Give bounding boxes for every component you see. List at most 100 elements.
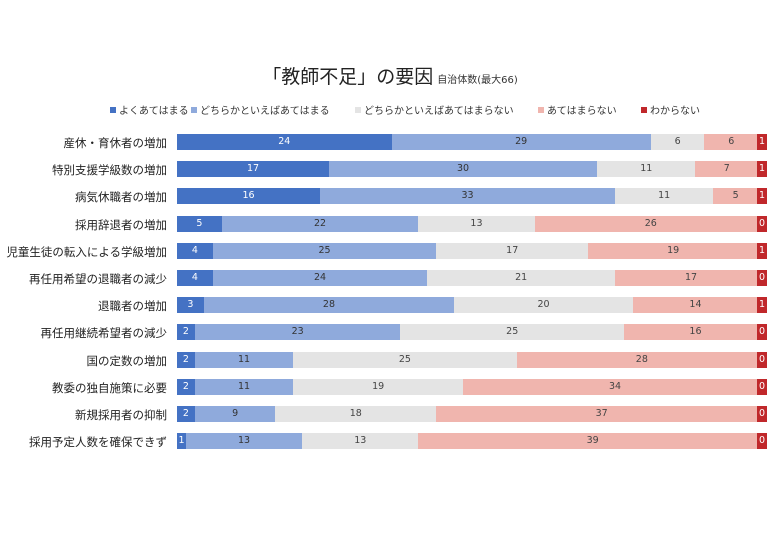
data-label: 17: [506, 244, 519, 256]
bar-segment: [177, 188, 321, 205]
data-label: 11: [658, 190, 671, 202]
category-label: 退職者の増加: [98, 299, 167, 314]
bar-segment: [757, 406, 767, 422]
category-label: 国の定数の増加: [86, 353, 168, 368]
category-label: 特別支援学級数の増加: [52, 163, 167, 178]
bar-segment: [177, 161, 329, 178]
data-label: 0: [758, 353, 766, 365]
bar-segment: [194, 324, 401, 341]
bar-segment: [713, 188, 759, 205]
legend-item: どちらかといえばあてはまらない: [355, 102, 514, 117]
data-label: 37: [595, 408, 608, 419]
bar-segment: [757, 242, 767, 259]
bar-segment: [463, 378, 767, 395]
data-label: 1: [758, 136, 766, 147]
data-label: 2: [182, 326, 189, 338]
data-label: 20: [537, 299, 550, 311]
data-label: 17: [684, 272, 698, 283]
chart-subtitle: 自治体数(最大66): [437, 75, 518, 86]
data-label: 19: [667, 244, 680, 256]
bar-segment: [212, 242, 437, 259]
category-label: 産休・育休者の増加: [63, 136, 168, 150]
bar-segment: [400, 324, 624, 341]
bar-segment: [757, 161, 767, 178]
bar-segment: [177, 134, 392, 150]
category-label: 病気休職者の増加: [75, 190, 167, 205]
category-label: 再任用継続希望者の減少: [40, 326, 168, 341]
bar-segment: [418, 433, 767, 450]
bar-segment: [436, 406, 767, 422]
data-label: 1: [178, 435, 185, 447]
data-label: 13: [354, 435, 367, 447]
bar-segment: [650, 134, 705, 150]
bar-segment: [194, 378, 294, 395]
legend-label: よくあてはまる: [119, 106, 189, 117]
bar-segment: [177, 297, 204, 314]
data-label: 25: [398, 353, 411, 365]
legend-item: どちらかといえばあてはまる: [191, 102, 330, 117]
bar-segment: [221, 215, 419, 232]
chart-title: 「教師不足」の要因: [262, 66, 434, 88]
data-label: 9: [232, 408, 239, 419]
bar-segment: [194, 351, 294, 368]
data-label: 24: [278, 136, 291, 147]
data-label: 24: [313, 272, 327, 283]
category-label: 採用予定人数を確保できず: [29, 435, 167, 450]
bar-segment: [203, 297, 455, 314]
legend-swatch: [191, 107, 197, 113]
bar-segment: [302, 433, 419, 450]
data-label: 18: [349, 408, 362, 419]
data-label: 2: [182, 408, 189, 419]
data-label: 0: [758, 217, 766, 229]
legend-item: あてはまらない: [538, 102, 617, 117]
data-label: 29: [515, 136, 528, 147]
category-label: 児童生徒の転入による学級増加: [6, 244, 167, 259]
chart-title-block: 「教師不足」の要因 自治体数(最大66): [0, 62, 780, 89]
bar-segment: [757, 378, 767, 395]
bar-segment: [185, 433, 303, 450]
data-label: 4: [191, 244, 198, 256]
data-label: 2: [182, 380, 189, 392]
data-label: 16: [242, 190, 255, 202]
bar-segment: [177, 378, 195, 395]
bar-segment: [615, 270, 767, 286]
bar-segment: [757, 270, 767, 286]
data-label: 6: [674, 136, 681, 147]
data-label: 1: [758, 190, 766, 202]
bar-segment: [427, 270, 616, 286]
bar-segment: [293, 351, 517, 368]
bar-segment: [695, 161, 759, 178]
data-label: 11: [237, 353, 251, 365]
bar-segment: [293, 378, 464, 395]
data-label: 4: [191, 272, 198, 283]
bar-segment: [597, 161, 696, 178]
data-label: 33: [461, 190, 474, 202]
bar-segment: [615, 188, 714, 205]
legend-swatch: [538, 107, 544, 113]
legend-item: よくあてはまる: [110, 102, 189, 117]
data-label: 0: [758, 435, 766, 447]
bar-segment: [623, 324, 767, 341]
bar-segment: [177, 351, 195, 368]
legend-label: どちらかといえばあてはまる: [200, 106, 330, 117]
data-label: 25: [318, 244, 331, 256]
category-label: 採用辞退者の増加: [75, 217, 167, 232]
data-label: 7: [723, 163, 730, 175]
data-label: 1: [758, 163, 766, 175]
legend-label: わからない: [650, 106, 700, 117]
data-label: 1: [758, 299, 766, 311]
legend-swatch: [355, 107, 361, 113]
data-label: 28: [322, 299, 335, 311]
bar-segment: [391, 134, 651, 150]
bar-segment: [275, 406, 437, 422]
legend-item: わからない: [641, 102, 700, 117]
bar-segment: [320, 188, 616, 205]
legend-label: あてはまらない: [547, 106, 617, 117]
bar-segment: [534, 215, 767, 232]
bar-segment: [194, 406, 276, 422]
data-label: 28: [635, 353, 648, 365]
bar-segment: [177, 270, 213, 286]
data-label: 11: [640, 163, 653, 175]
data-label: 26: [644, 217, 657, 229]
